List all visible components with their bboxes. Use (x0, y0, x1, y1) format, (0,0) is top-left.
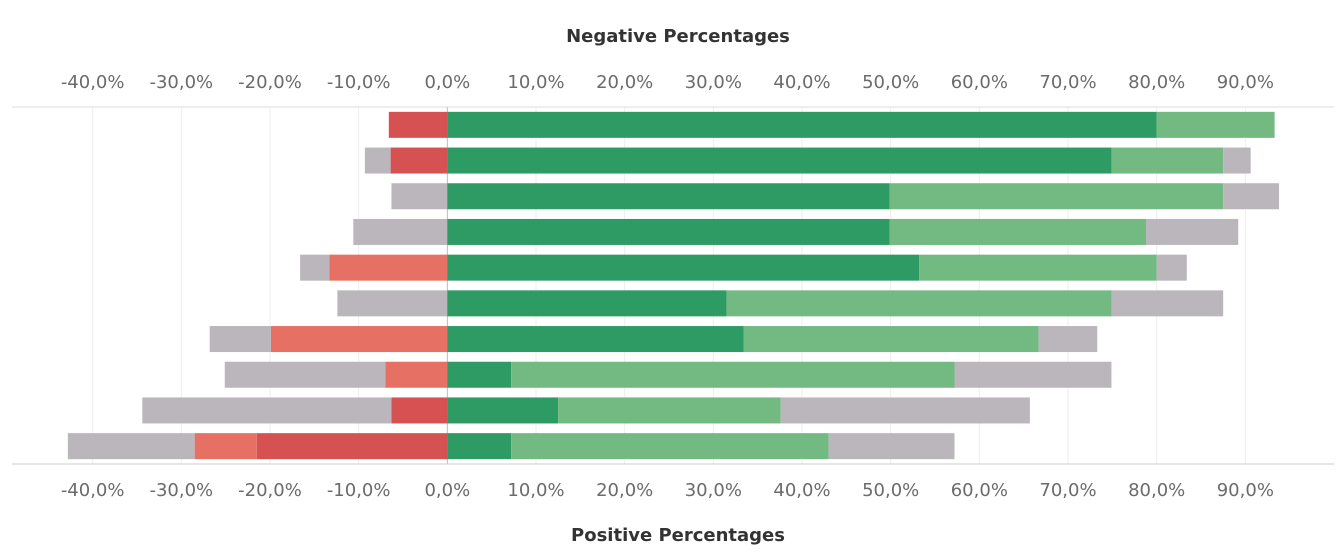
bar-segment (391, 397, 448, 424)
bar-segment (511, 361, 955, 388)
bar-segment (889, 183, 1224, 210)
x-tick-label-bottom: 50,0% (862, 480, 919, 501)
bar-segment (511, 433, 829, 460)
x-tick-label-bottom: 30,0% (685, 480, 742, 501)
bar-segment (726, 290, 1112, 317)
x-tick-label-top: -20,0% (238, 72, 302, 93)
x-tick-label-bottom: 40,0% (773, 480, 830, 501)
x-tick-label-bottom: -10,0% (327, 480, 391, 501)
bar-segment (447, 361, 512, 388)
x-tick-label-bottom: -30,0% (149, 480, 213, 501)
bar-segment (364, 147, 391, 174)
bar-segment (447, 397, 559, 424)
x-tick-label-bottom: 70,0% (1039, 480, 1096, 501)
x-tick-label-bottom: 80,0% (1128, 480, 1185, 501)
x-tick-label-bottom: -20,0% (238, 480, 302, 501)
x-tick-label-bottom: 10,0% (507, 480, 564, 501)
x-tick-label-top: -30,0% (149, 72, 213, 93)
bar-segment (889, 218, 1147, 245)
x-tick-label-top: 70,0% (1039, 72, 1096, 93)
bar-segment (300, 254, 330, 281)
bar-segment (1156, 254, 1187, 281)
bar-segment (329, 254, 448, 281)
bar-segment (1223, 147, 1251, 174)
bar-segment (743, 326, 1039, 353)
x-tick-label-top: 90,0% (1217, 72, 1274, 93)
chart-title: Negative Percentages (566, 26, 790, 47)
bar-segment (447, 147, 1112, 174)
bar-segment (919, 254, 1157, 281)
x-tick-label-bottom: 20,0% (596, 480, 653, 501)
bar-segment (390, 147, 448, 174)
bar-segment (447, 218, 890, 245)
bar-segment (256, 433, 448, 460)
x-tick-label-top: 0,0% (424, 72, 470, 93)
bar-segment (780, 397, 1030, 424)
bar-segment (447, 326, 744, 353)
bar-segment (1223, 183, 1280, 210)
bar-segment (391, 183, 448, 210)
x-tick-label-top: 40,0% (773, 72, 830, 93)
x-tick-label-top: -40,0% (61, 72, 125, 93)
bar-segment (447, 433, 512, 460)
x-tick-label-top: -10,0% (327, 72, 391, 93)
x-tick-label-bottom: -40,0% (61, 480, 125, 501)
bar-segment (954, 361, 1112, 388)
bar-segment (447, 111, 1157, 138)
bar-segment (353, 218, 448, 245)
bar-segment (447, 254, 920, 281)
bar-segment (447, 290, 727, 317)
bar-segment (67, 433, 195, 460)
bar-segment (1146, 218, 1239, 245)
bar-segment (1156, 111, 1275, 138)
bar-segment (558, 397, 781, 424)
x-tick-label-top: 80,0% (1128, 72, 1185, 93)
x-tick-label-top: 60,0% (951, 72, 1008, 93)
x-tick-label-bottom: 90,0% (1217, 480, 1274, 501)
bar-segment (447, 183, 890, 210)
x-tick-label-top: 20,0% (596, 72, 653, 93)
bar-segment (209, 326, 271, 353)
x-axis-label: Positive Percentages (571, 525, 785, 546)
bar-segment (224, 361, 386, 388)
bar-segment (1038, 326, 1098, 353)
x-tick-label-top: 50,0% (862, 72, 919, 93)
x-tick-label-bottom: 0,0% (424, 480, 470, 501)
bar-segment (194, 433, 257, 460)
x-tick-label-bottom: 60,0% (951, 480, 1008, 501)
bar-segment (337, 290, 448, 317)
bar-segment (270, 326, 448, 353)
bar-segment (1111, 290, 1224, 317)
bar-segment (142, 397, 392, 424)
x-tick-label-top: 30,0% (685, 72, 742, 93)
bar-segment (388, 111, 448, 138)
x-tick-label-top: 10,0% (507, 72, 564, 93)
bar-segment (1111, 147, 1224, 174)
bar-segment (385, 361, 448, 388)
bar-segment (828, 433, 955, 460)
